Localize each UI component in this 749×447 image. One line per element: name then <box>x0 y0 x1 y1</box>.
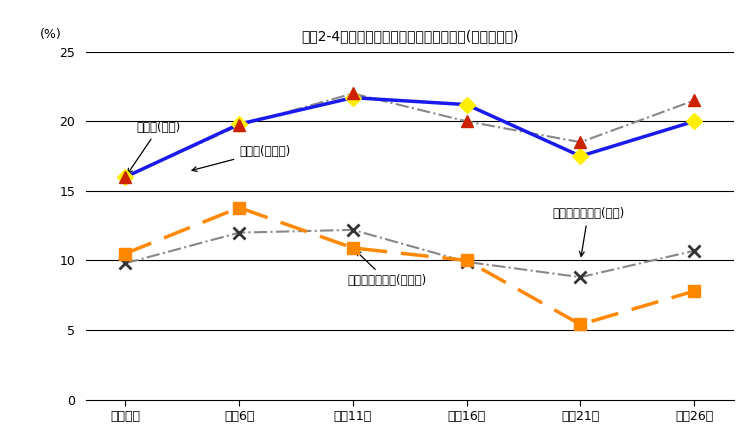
Text: 金融資産純増率(大阪府): 金融資産純増率(大阪府) <box>348 251 426 287</box>
Text: 黒字率(大阪府): 黒字率(大阪府) <box>192 145 291 172</box>
Title: 図表2-4　黒字率と金融資産純増率の推移(勤労者世帯): 図表2-4 黒字率と金融資産純増率の推移(勤労者世帯) <box>301 30 518 44</box>
Text: 金融資産純増率(全国): 金融資産純増率(全国) <box>552 207 624 257</box>
Text: (%): (%) <box>40 28 62 41</box>
Text: 黒字率(全国): 黒字率(全国) <box>128 121 181 173</box>
